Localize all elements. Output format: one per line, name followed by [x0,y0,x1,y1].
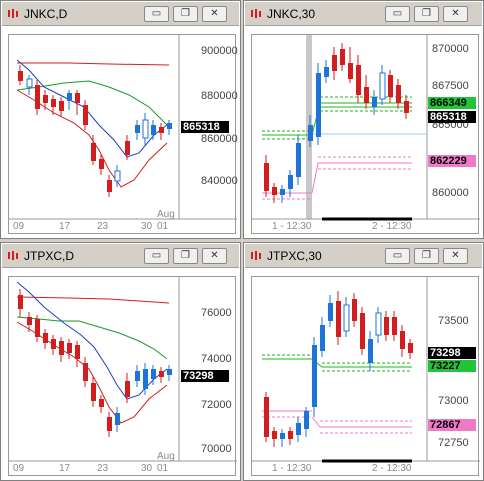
y-tick-label: 870000 [432,43,469,55]
y-tick-label: 73500 [438,315,469,327]
pink-level-box: 72867 [428,419,476,431]
green-level-box: 73227 [428,360,476,372]
candles [18,289,172,437]
x-tick-label: 01 [157,463,169,474]
y-tick-label: 880000 [201,90,238,102]
y-tick-label: 70000 [201,443,232,455]
chart-pane[interactable]: 900000 880000 860000 840000 865318 09 17… [8,34,238,234]
current-price-box: 73298 [181,370,229,382]
chart-canvas [252,35,480,221]
chart-icon [8,9,18,18]
close-button[interactable]: ✕ [443,248,468,264]
y-tick-label: 900000 [201,45,238,57]
y-tick-label: 867500 [432,80,469,92]
chart-pane[interactable]: 76000 74000 72000 70000 73298 09 17 23 3… [8,276,237,476]
chart-canvas [252,277,480,463]
candles [264,291,413,447]
x-tick-label: 1 - 12:30 [272,221,312,232]
y-tick-label: 74000 [201,353,232,365]
x-tick-label: 09 [13,221,25,232]
ma-green [16,316,168,360]
close-button[interactable]: ✕ [202,6,227,22]
chart-pane[interactable]: 73500 73000 72750 73298 73227 72867 1 - … [251,276,480,476]
x-axis-month-label: Aug [157,451,175,462]
titlebar[interactable]: JTPXC,30 ▭ ❐ ✕ [245,244,482,268]
window-title: JTPXC,D [24,249,75,263]
chart-icon [251,251,261,260]
ma-red-short [16,89,168,188]
ma-red-long [16,296,170,304]
current-price-box: 865318 [181,121,229,133]
chart-icon [8,251,18,260]
minimize-button[interactable]: ▭ [144,6,169,22]
current-price-box: 73298 [428,347,476,359]
restore-button[interactable]: ❐ [414,248,439,264]
x-tick-label: 01 [157,221,169,232]
x-tick-label: 30 [141,221,153,232]
chart-window-jtpxc-30min[interactable]: JTPXC,30 ▭ ❐ ✕ [243,242,484,481]
y-tick-label: 72750 [438,437,469,449]
ma-blue [16,281,168,400]
chart-window-jnkc-daily[interactable]: JNKC,D ▭ ❐ ✕ [0,0,241,239]
x-axis-month-label: Aug [157,209,175,220]
y-tick-label: 76000 [201,307,232,319]
titlebar[interactable]: JTPXC,D ▭ ❐ ✕ [2,244,239,268]
x-tick-label: 23 [97,463,109,474]
close-button[interactable]: ✕ [443,6,468,22]
x-tick-label: 1 - 12:30 [272,463,312,474]
y-tick-label: 72000 [201,399,232,411]
ma-red-long [17,62,170,66]
chart-window-jtpxc-daily[interactable]: JTPXC,D ▭ ❐ ✕ [0,242,241,481]
current-price-box: 865318 [428,111,476,123]
pink-level-box: 862229 [428,155,476,167]
x-tick-label: 2 - 12:30 [372,221,412,232]
restore-button[interactable]: ❐ [414,6,439,22]
ma-blue [16,59,168,158]
candles [18,65,172,197]
y-tick-label: 840000 [201,175,238,187]
y-tick-label: 860000 [201,133,238,145]
x-tick-label: 17 [59,221,71,232]
y-tick-label: 860000 [432,187,469,199]
titlebar[interactable]: JNKC,D ▭ ❐ ✕ [2,2,239,26]
y-tick-label: 73000 [438,395,469,407]
chart-window-jnkc-30min[interactable]: JNKC,30 ▭ ❐ ✕ [243,0,484,239]
titlebar[interactable]: JNKC,30 ▭ ❐ ✕ [245,2,482,26]
x-tick-label: 30 [141,463,153,474]
x-tick-label: 2 - 12:30 [372,463,412,474]
close-button[interactable]: ✕ [202,248,227,264]
x-tick-label: 17 [59,463,71,474]
candles [264,43,409,203]
chart-canvas [9,277,237,462]
x-tick-label: 23 [97,221,109,232]
chart-icon [251,9,261,18]
minimize-button[interactable]: ▭ [385,6,410,22]
restore-button[interactable]: ❐ [173,248,198,264]
window-title: JNKC,D [24,7,68,21]
minimize-button[interactable]: ▭ [385,248,410,264]
minimize-button[interactable]: ▭ [144,248,169,264]
x-tick-label: 09 [13,463,25,474]
chart-canvas [9,35,237,220]
green-level-box: 866349 [428,97,476,109]
window-title: JTPXC,30 [267,249,322,263]
window-title: JNKC,30 [267,7,316,21]
chart-pane[interactable]: 870000 867500 865000 862500 860000 86634… [251,34,480,234]
restore-button[interactable]: ❐ [173,6,198,22]
